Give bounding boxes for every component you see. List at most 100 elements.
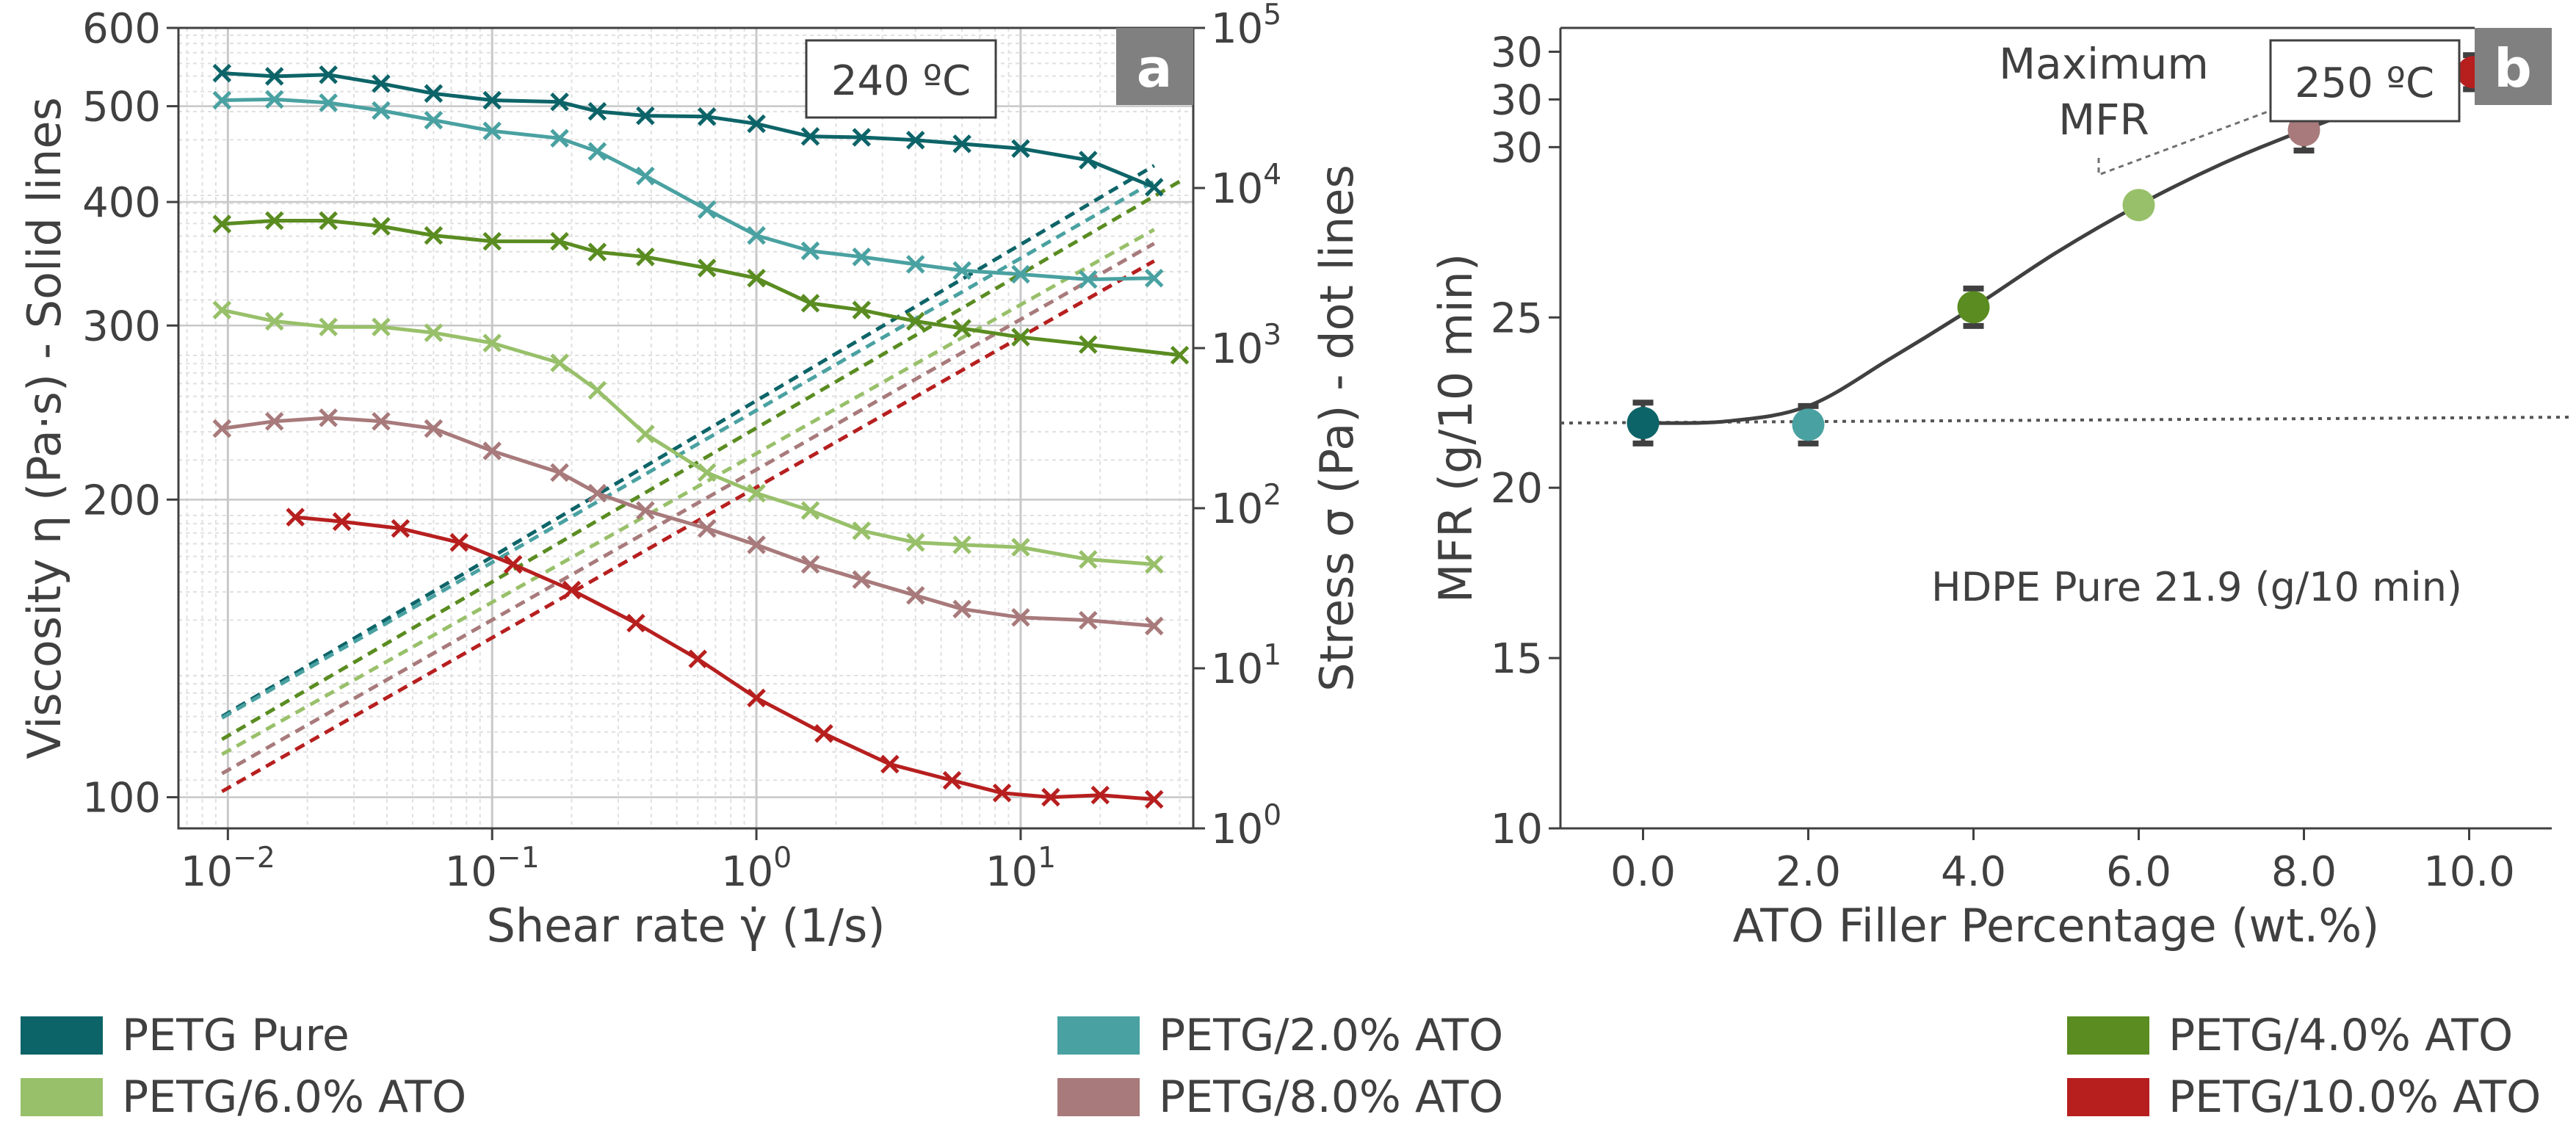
y2-axis-title: Stress σ (Pa) - dot lines <box>1310 164 1364 692</box>
data-point <box>424 84 444 104</box>
panel-a: 100 200 300 400 500 600 10−2 10−1 100 101 100 101 10… <box>18 0 1364 952</box>
data-point <box>880 754 900 774</box>
y-tick-label: 30 <box>1491 124 1543 172</box>
y-tick-label: 300 <box>82 303 161 350</box>
data-marker-stroke <box>391 518 410 538</box>
data-marker-stroke <box>550 93 569 112</box>
x-tick-label: 10−1 <box>445 842 540 896</box>
data-point <box>1792 408 1825 441</box>
data-marker-stroke <box>482 121 502 141</box>
data-marker-stroke <box>905 532 925 552</box>
y2-tick-label: 104 <box>1211 159 1281 213</box>
stress-line <box>221 228 1155 756</box>
data-point <box>482 441 502 460</box>
data-point <box>688 649 707 669</box>
legend-swatch <box>2067 1016 2149 1055</box>
viscosity-line <box>221 416 1154 628</box>
data-point <box>264 90 284 109</box>
data-marker-stroke <box>880 754 900 774</box>
data-point <box>952 535 972 554</box>
y-tick-label: 100 <box>82 775 161 822</box>
data-marker-stroke <box>503 554 523 574</box>
data-marker-stroke <box>319 408 338 427</box>
y-tick-label: 400 <box>82 179 161 227</box>
data-point <box>286 507 305 527</box>
data-point <box>800 554 820 574</box>
data-point <box>550 463 569 482</box>
y2-tick-label: 103 <box>1211 319 1281 373</box>
data-marker-stroke <box>747 225 766 245</box>
x-tick-label: 10.0 <box>2423 848 2515 896</box>
data-marker-stroke <box>636 166 655 186</box>
data-marker-stroke <box>697 200 717 220</box>
legend-item: PETG Pure <box>21 1008 350 1063</box>
data-point <box>482 333 502 352</box>
legend-label: PETG/2.0% ATO <box>1159 1010 1504 1061</box>
x-tick-label: 10−2 <box>181 842 275 896</box>
data-marker-stroke <box>942 770 962 790</box>
data-point <box>814 724 833 743</box>
data-marker-stroke <box>212 300 232 319</box>
data-point <box>391 518 410 538</box>
x-tick-label: 8.0 <box>2271 848 2337 896</box>
data-point <box>587 380 607 400</box>
x-tick-label: 2.0 <box>1776 848 1841 896</box>
viscosity-line <box>222 219 1180 358</box>
data-marker-stroke <box>587 242 607 261</box>
data-marker-stroke <box>800 554 820 574</box>
data-marker-stroke <box>1011 139 1030 159</box>
data-point <box>800 127 820 146</box>
data-point <box>1079 270 1098 289</box>
data-marker-stroke <box>319 317 338 336</box>
data-point <box>626 613 645 633</box>
data-marker-stroke <box>449 532 469 552</box>
data-point <box>1079 151 1098 170</box>
data-marker-stroke <box>482 231 502 251</box>
data-point <box>372 74 391 93</box>
data-marker-stroke <box>212 63 232 83</box>
legend-swatch <box>2067 1078 2149 1116</box>
data-point <box>449 532 469 552</box>
data-marker-stroke <box>562 580 582 600</box>
legend-label: PETG/4.0% ATO <box>2168 1010 2514 1061</box>
data-point <box>747 483 766 503</box>
data-point <box>319 93 338 112</box>
data-marker-stroke <box>1079 151 1098 170</box>
data-marker-stroke <box>1011 328 1030 347</box>
stress-line <box>221 164 1155 718</box>
data-point <box>905 532 925 552</box>
data-marker-stroke <box>482 333 502 352</box>
data-point <box>992 783 1012 803</box>
x-tick-label: 4.0 <box>1941 848 2006 896</box>
data-point <box>1170 345 1190 365</box>
data-point <box>852 521 872 540</box>
data-marker-stroke <box>319 93 338 112</box>
data-marker-stroke <box>852 247 872 267</box>
data-marker-stroke <box>1144 554 1164 574</box>
data-point <box>1144 554 1164 574</box>
data-marker-stroke <box>1144 268 1164 288</box>
data-point <box>319 65 338 84</box>
panel-badge-a <box>1116 28 1193 105</box>
hdpe-reference-label: HDPE Pure 21.9 (g/10 min) <box>1931 564 2462 610</box>
data-point <box>852 300 872 319</box>
data-marker-stroke <box>697 258 717 278</box>
legend-swatch <box>21 1078 103 1116</box>
data-point <box>1011 538 1030 557</box>
annotation-line2: MFR <box>2058 95 2149 145</box>
viscosity-line <box>294 515 1154 801</box>
annotation-line1: Maximum <box>1999 39 2209 89</box>
data-marker-stroke <box>1041 787 1060 807</box>
data-marker-stroke <box>1011 607 1030 627</box>
data-point <box>1011 607 1030 627</box>
data-marker-stroke <box>852 128 872 147</box>
y-tick-label: 30 <box>1491 76 1543 124</box>
data-point <box>264 67 284 86</box>
data-point <box>697 258 717 278</box>
y2-tick-label: 100 <box>1211 799 1281 853</box>
data-point <box>424 323 444 342</box>
panel-label-b: b <box>2494 37 2532 99</box>
data-point <box>264 311 284 331</box>
data-marker-stroke <box>1079 610 1098 630</box>
